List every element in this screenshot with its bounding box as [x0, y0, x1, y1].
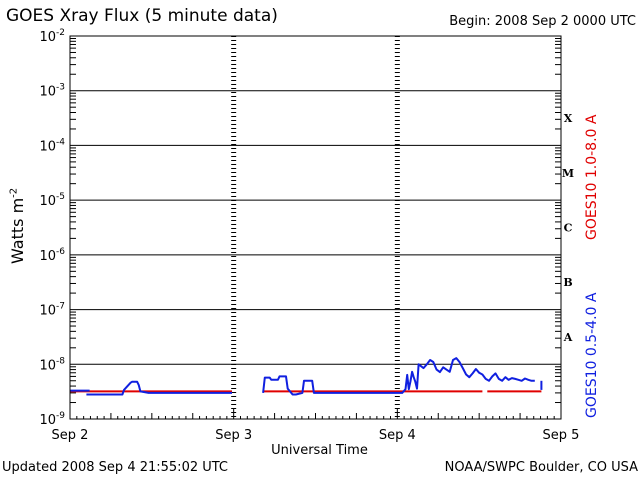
y-tick-label: 10-4: [39, 137, 65, 154]
begin-time: Begin: 2008 Sep 2 0000 UTC: [449, 14, 636, 29]
chart-title: GOES Xray Flux (5 minute data): [6, 6, 278, 26]
x-tick-label: Sep 5: [543, 428, 580, 443]
series-lines: [70, 357, 543, 396]
flare-class-label: C: [564, 222, 573, 235]
series-line: [262, 357, 535, 396]
flare-class-label: M: [562, 167, 574, 180]
y-tick-label: 10-7: [39, 302, 65, 319]
flare-class-label: B: [563, 276, 572, 289]
y-tick-label: 10-6: [39, 247, 65, 264]
plot-frame: [69, 35, 562, 420]
credit: NOAA/SWPC Boulder, CO USA: [444, 460, 638, 475]
gridlines: [70, 36, 561, 419]
y-axis-label-exponent: -2: [8, 187, 20, 198]
y-tick-label: 10-8: [39, 356, 65, 373]
legend-long-channel: GOES10 1.0-8.0 A: [584, 114, 600, 240]
x-axis-label: Universal Time: [271, 443, 368, 458]
flare-class-label: A: [563, 331, 573, 344]
axis-ticks: [69, 38, 562, 419]
x-tick-label: Sep 4: [379, 428, 416, 443]
y-tick-label: 10-9: [39, 411, 65, 428]
y-tick-label: 10-3: [39, 83, 65, 100]
series-line: [86, 380, 232, 396]
updated-timestamp: Updated 2008 Sep 4 21:55:02 UTC: [2, 460, 229, 475]
legend-short-channel: GOES10 0.5-4.0 A: [584, 292, 600, 418]
x-tick-label: Sep 2: [52, 428, 89, 443]
flare-class-label: X: [564, 112, 573, 125]
axis-labels: 10-9 10-8 10-7 10-6 10-5 10-4 10-3 10-2 Sep 2 Sep…: [39, 28, 579, 458]
x-tick-label: Sep 3: [215, 428, 252, 443]
y-tick-label: 10-2: [39, 28, 65, 45]
y-axis-label: Watts m-2: [8, 188, 27, 264]
y-axis-label-text: Watts m: [8, 197, 27, 264]
y-tick-label: 10-5: [39, 192, 65, 209]
